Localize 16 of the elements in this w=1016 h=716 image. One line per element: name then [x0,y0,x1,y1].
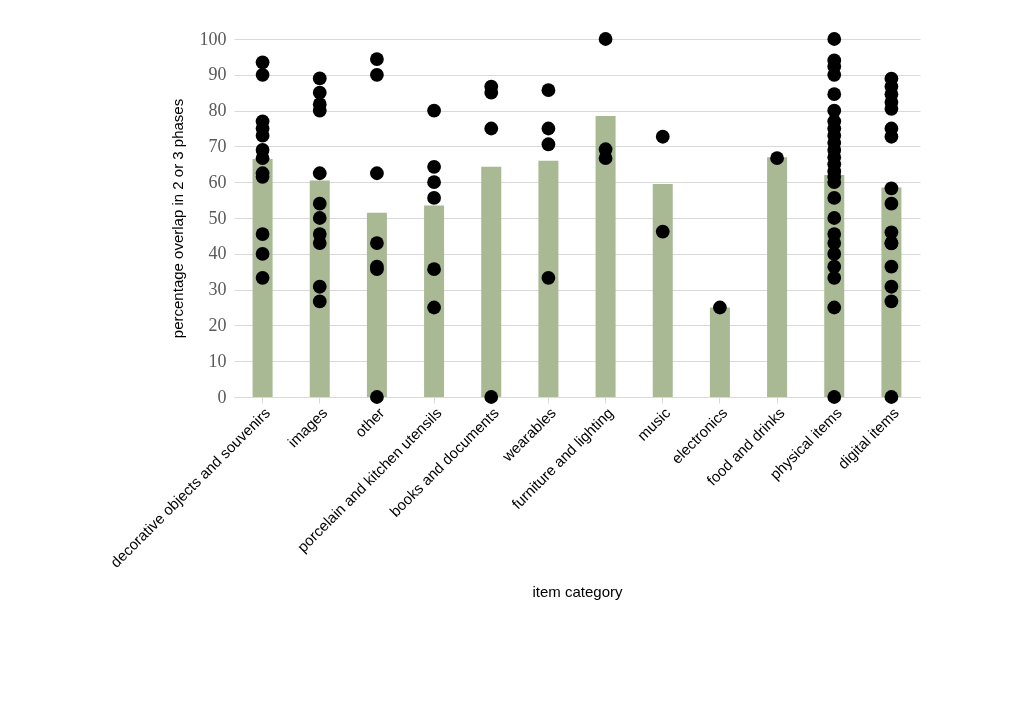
y-tick-label: 30 [208,279,227,300]
y-tick-label: 100 [199,28,227,49]
y-axis-title: percentage overlap in 2 or 3 phases [168,98,186,339]
y-tick-label: 80 [208,100,227,121]
y-tick-label: 60 [208,171,227,192]
y-tick-label: 70 [208,135,227,156]
bar [652,183,673,397]
y-tick-label: 50 [208,207,227,228]
y-tick-label: 0 [217,386,227,407]
y-tick-label: 40 [208,243,227,264]
x-axis-title: item category [532,582,624,600]
bar [538,160,559,397]
y-tick-label: 90 [208,64,227,85]
y-tick-label: 20 [208,314,227,335]
bar [595,115,616,397]
y-tick-label: 10 [208,350,227,371]
